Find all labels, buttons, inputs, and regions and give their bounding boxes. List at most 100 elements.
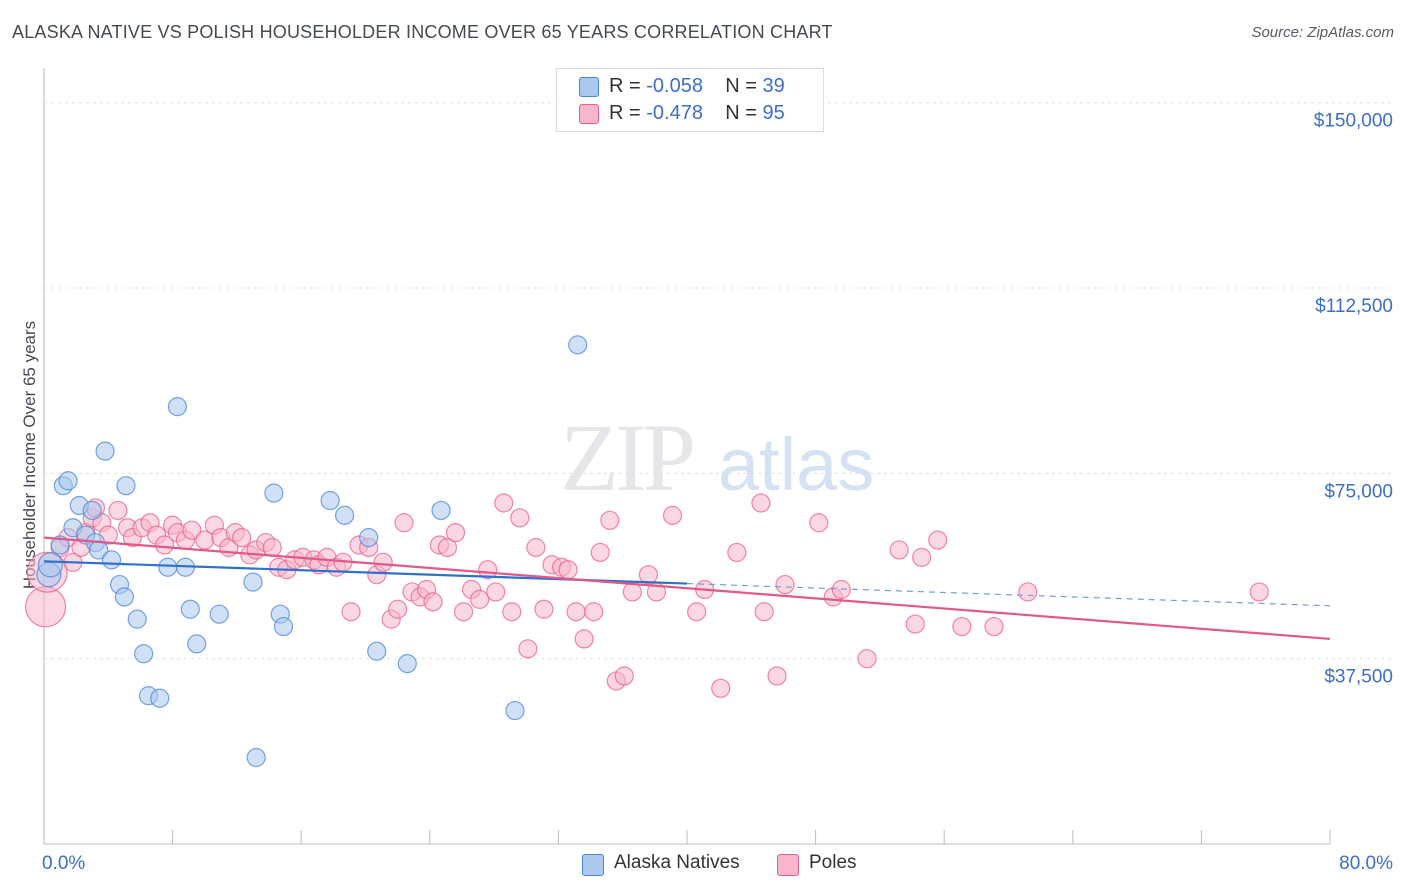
legend-box: R = -0.058 N = 39 R = -0.478 N = 95: [556, 68, 824, 132]
alaska-point: [367, 641, 387, 661]
x-tick-label: 80.0%: [1339, 853, 1393, 874]
poles-point: [687, 602, 707, 622]
bottom-legend-swatch-poles: [777, 854, 799, 876]
poles-point: [754, 602, 774, 622]
trend-layer: [43, 536, 1331, 641]
legend-text-alaska: R = -0.058 N = 39: [609, 75, 785, 98]
alaska-point: [95, 441, 115, 461]
poles-point: [486, 582, 506, 602]
alaska-point: [335, 505, 355, 525]
alaska-point: [568, 335, 588, 355]
alaska-point: [158, 557, 178, 577]
y-tick-label: $150,000: [1314, 111, 1393, 132]
poles-point: [566, 602, 586, 622]
alaska-point: [82, 500, 102, 521]
poles-point: [262, 537, 282, 558]
legend-text-poles: R = -0.478 N = 95: [609, 102, 785, 125]
poles-point: [751, 493, 771, 513]
poles-point: [445, 523, 466, 543]
legend-swatch-alaska: [579, 77, 599, 97]
legend-n-value: 95: [762, 102, 785, 124]
chart-source: Source: ZipAtlas.com: [1251, 24, 1394, 41]
poles-point: [534, 599, 554, 619]
alaska-point: [101, 550, 122, 570]
alaska-point: [58, 471, 78, 491]
alaska-point: [243, 572, 263, 592]
alaska-trend-extension: [686, 582, 1331, 607]
poles-point: [622, 582, 642, 602]
poles-point: [470, 589, 490, 609]
watermark-zip: ZIP: [560, 404, 693, 511]
alaska-point: [167, 397, 188, 417]
alaska-point: [180, 599, 200, 619]
poles-point: [182, 520, 202, 540]
poles-point: [558, 560, 578, 580]
alaska-point: [397, 654, 417, 674]
poles-point: [600, 510, 620, 530]
axis-layer: [43, 68, 1331, 845]
alaska-point: [431, 500, 451, 521]
poles-point: [453, 602, 474, 622]
alaska-point: [127, 609, 147, 629]
poles-point: [767, 666, 787, 686]
poles-point: [1249, 582, 1269, 602]
chart-title: ALASKA NATIVE VS POLISH HOUSEHOLDER INCO…: [12, 22, 833, 42]
alaska-point: [505, 700, 525, 721]
poles-point: [928, 530, 948, 550]
poles-point: [912, 547, 932, 567]
bottom-legend-label-alaska: Alaska Natives: [614, 852, 740, 873]
alaska-point: [187, 634, 207, 654]
poles-point: [423, 592, 443, 612]
alaska-point: [320, 490, 340, 511]
poles-point: [154, 535, 175, 555]
y-tick-label: $112,500: [1315, 296, 1393, 317]
legend-n-label: N =: [725, 75, 757, 97]
poles-point: [518, 639, 538, 659]
poles-point: [584, 602, 604, 622]
y-tick-label: $75,000: [1324, 481, 1393, 502]
legend-r-label: R =: [609, 102, 641, 124]
poles-point: [373, 552, 393, 572]
poles-point: [614, 666, 634, 686]
alaska-point: [209, 604, 229, 624]
legend-r-label: R =: [609, 75, 641, 97]
bottom-legend-label-poles: Poles: [809, 852, 857, 873]
alaska-point: [359, 527, 379, 548]
poles-point: [502, 602, 522, 622]
poles-point: [809, 513, 829, 533]
poles-point: [984, 616, 1004, 637]
legend-n-value: 39: [762, 75, 785, 97]
alaska-point: [264, 483, 284, 503]
alaska-point: [134, 644, 154, 664]
legend-n-label: N =: [725, 102, 757, 124]
poles-point: [775, 574, 795, 595]
poles-point: [25, 586, 67, 628]
alaska-point: [50, 535, 70, 555]
watermark: ZIP atlas: [560, 404, 874, 511]
poles-point: [478, 560, 498, 580]
bottom-legend-swatch-alaska: [582, 854, 604, 876]
watermark-atlas: atlas: [718, 423, 874, 506]
y-tick-label: $37,500: [1324, 667, 1393, 688]
poles-point: [574, 629, 594, 649]
poles-point: [711, 678, 731, 698]
poles-point: [437, 537, 458, 558]
poles-point: [662, 505, 683, 525]
legend-r-value: -0.478: [646, 102, 703, 124]
poles-point: [510, 508, 530, 528]
poles-point: [1018, 582, 1038, 602]
x-tick-label: 0.0%: [42, 853, 85, 874]
poles-trend-line: [43, 536, 1331, 641]
alaska-point: [273, 616, 294, 637]
tick-label-layer: $37,500 $75,000 $112,500 $150,000 0.0% 80.0%: [42, 111, 1393, 874]
alaska-point: [246, 747, 266, 768]
poles-point: [638, 565, 659, 585]
poles-point: [394, 513, 414, 533]
poles-point: [889, 540, 909, 560]
poles-point: [494, 493, 514, 513]
alaska-point: [150, 688, 170, 708]
poles-point: [727, 542, 747, 563]
poles-point: [526, 537, 546, 558]
alaska-point: [116, 476, 136, 496]
